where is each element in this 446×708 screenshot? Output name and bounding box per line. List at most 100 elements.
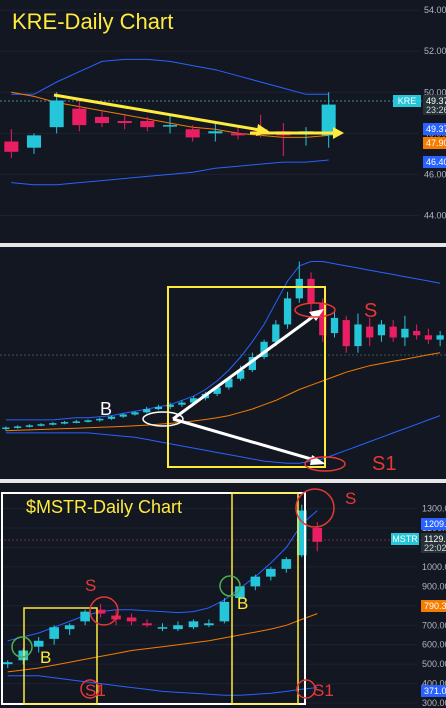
buy-label: B — [40, 648, 51, 667]
price-tag-value: 1129.00 — [424, 534, 446, 544]
price-tag-bg — [423, 137, 446, 149]
price-tag-value: 790.30 — [424, 601, 446, 611]
buy-marker-circle — [11, 636, 33, 658]
price-tag-bg — [421, 533, 446, 553]
candle-body — [377, 324, 386, 336]
symbol-label: MSTR — [392, 534, 418, 544]
lower-bollinger-band — [7, 675, 318, 696]
candle-body — [248, 356, 256, 371]
candle-body — [119, 414, 127, 417]
candle-body — [33, 640, 44, 647]
candle-body — [281, 559, 292, 569]
second-breakout-box — [231, 492, 299, 705]
mstr-chart-panel: 1300.001200.001100.001000.00900.00800.00… — [0, 483, 446, 708]
candle-body — [204, 623, 214, 626]
y-tick-label: 400.00 — [422, 679, 446, 689]
sell-label: S — [364, 300, 377, 322]
target-marker-circle — [80, 679, 100, 699]
candle-body — [142, 623, 152, 626]
y-tick-label: 300.00 — [422, 698, 446, 708]
candle-body — [366, 326, 374, 338]
panel-divider — [0, 479, 446, 483]
candle-body — [235, 586, 245, 599]
rise-arrow-head — [309, 309, 324, 321]
candle-body — [178, 402, 186, 405]
buy-marker-circle — [142, 411, 184, 427]
candle-body — [266, 568, 276, 577]
price-tag-value: 1209.58 — [424, 519, 446, 529]
target-arrow-head — [333, 127, 344, 139]
candle-body — [157, 627, 168, 629]
symbol-label-bg — [393, 95, 421, 107]
candle-body — [96, 418, 104, 421]
candle-body — [154, 406, 163, 410]
candle-body — [117, 121, 132, 124]
first-breakout-box — [23, 607, 98, 705]
candle-body — [342, 320, 350, 347]
kre-chart-canvas: 54.0052.0050.0048.0046.0044.00KRE-Daily … — [0, 5, 446, 220]
candle-body — [84, 420, 92, 422]
y-tick-label: 1000.00 — [422, 562, 446, 572]
candle-body — [230, 133, 246, 136]
price-tag-value: 47.90 — [426, 138, 446, 148]
middle-chart-panel: B S S1 — [0, 247, 446, 479]
candle-body — [72, 421, 80, 423]
candle-body — [64, 625, 75, 630]
buy-label: B — [100, 399, 112, 419]
price-tag-value: 371.01 — [424, 686, 446, 696]
candle-body — [80, 611, 90, 622]
rise-arrow-line — [172, 311, 319, 421]
lower-bollinger-band — [5, 415, 441, 464]
candle-body — [49, 423, 57, 425]
candle-body — [219, 601, 230, 622]
price-tag-bg — [423, 123, 446, 135]
chart-title: $MSTR-Daily Chart — [26, 497, 182, 517]
candle-body — [13, 426, 22, 428]
candle-body — [321, 104, 336, 136]
trend-arrow-line — [53, 93, 261, 132]
candle-body — [94, 116, 110, 124]
candle-body — [25, 425, 33, 427]
candle-body — [173, 625, 183, 630]
upper-bollinger-band — [7, 510, 318, 642]
candle-body — [272, 324, 280, 342]
candle-body — [107, 416, 116, 419]
candle-body — [188, 621, 199, 628]
moving-average-line — [7, 613, 318, 673]
mstr-chart-canvas: 1300.001200.001100.001000.00900.00800.00… — [0, 488, 446, 708]
candle-body — [49, 627, 59, 639]
candle-body — [131, 412, 139, 415]
price-tag-value: 49.37 — [426, 96, 446, 106]
price-tag-bg — [421, 518, 446, 530]
symbol-label: KRE — [398, 96, 417, 106]
candle-body — [208, 131, 223, 134]
candle-body — [49, 100, 64, 128]
price-tag-bg — [423, 95, 446, 115]
candle-body — [236, 370, 245, 379]
sell-target-label: S1 — [372, 453, 396, 475]
price-tag-bg — [423, 156, 446, 168]
candle-body — [296, 510, 307, 556]
y-tick-label: 700.00 — [422, 620, 446, 630]
candle-body — [166, 404, 174, 407]
y-tick-label: 46.00 — [424, 169, 446, 179]
candle-body — [436, 335, 444, 340]
candle-body — [18, 650, 29, 661]
candle-body — [26, 135, 42, 148]
buy-label: B — [237, 594, 248, 613]
panel-divider — [0, 243, 446, 247]
candle-body — [319, 302, 327, 336]
drop-arrow-line — [172, 417, 319, 463]
candle-body — [190, 398, 198, 403]
sell-marker-circle — [89, 596, 119, 626]
price-tag-time: 23:26 — [426, 105, 446, 115]
upper-bollinger-band — [5, 261, 441, 421]
trend-arrow-head — [256, 124, 270, 136]
y-tick-label: 900.00 — [422, 581, 446, 591]
candle-body — [213, 387, 221, 394]
candle-body — [143, 409, 151, 413]
candle-body — [2, 662, 13, 665]
price-tag-value: 46.40 — [426, 157, 446, 167]
moving-average-line — [5, 352, 441, 432]
symbol-label-bg — [391, 533, 419, 545]
